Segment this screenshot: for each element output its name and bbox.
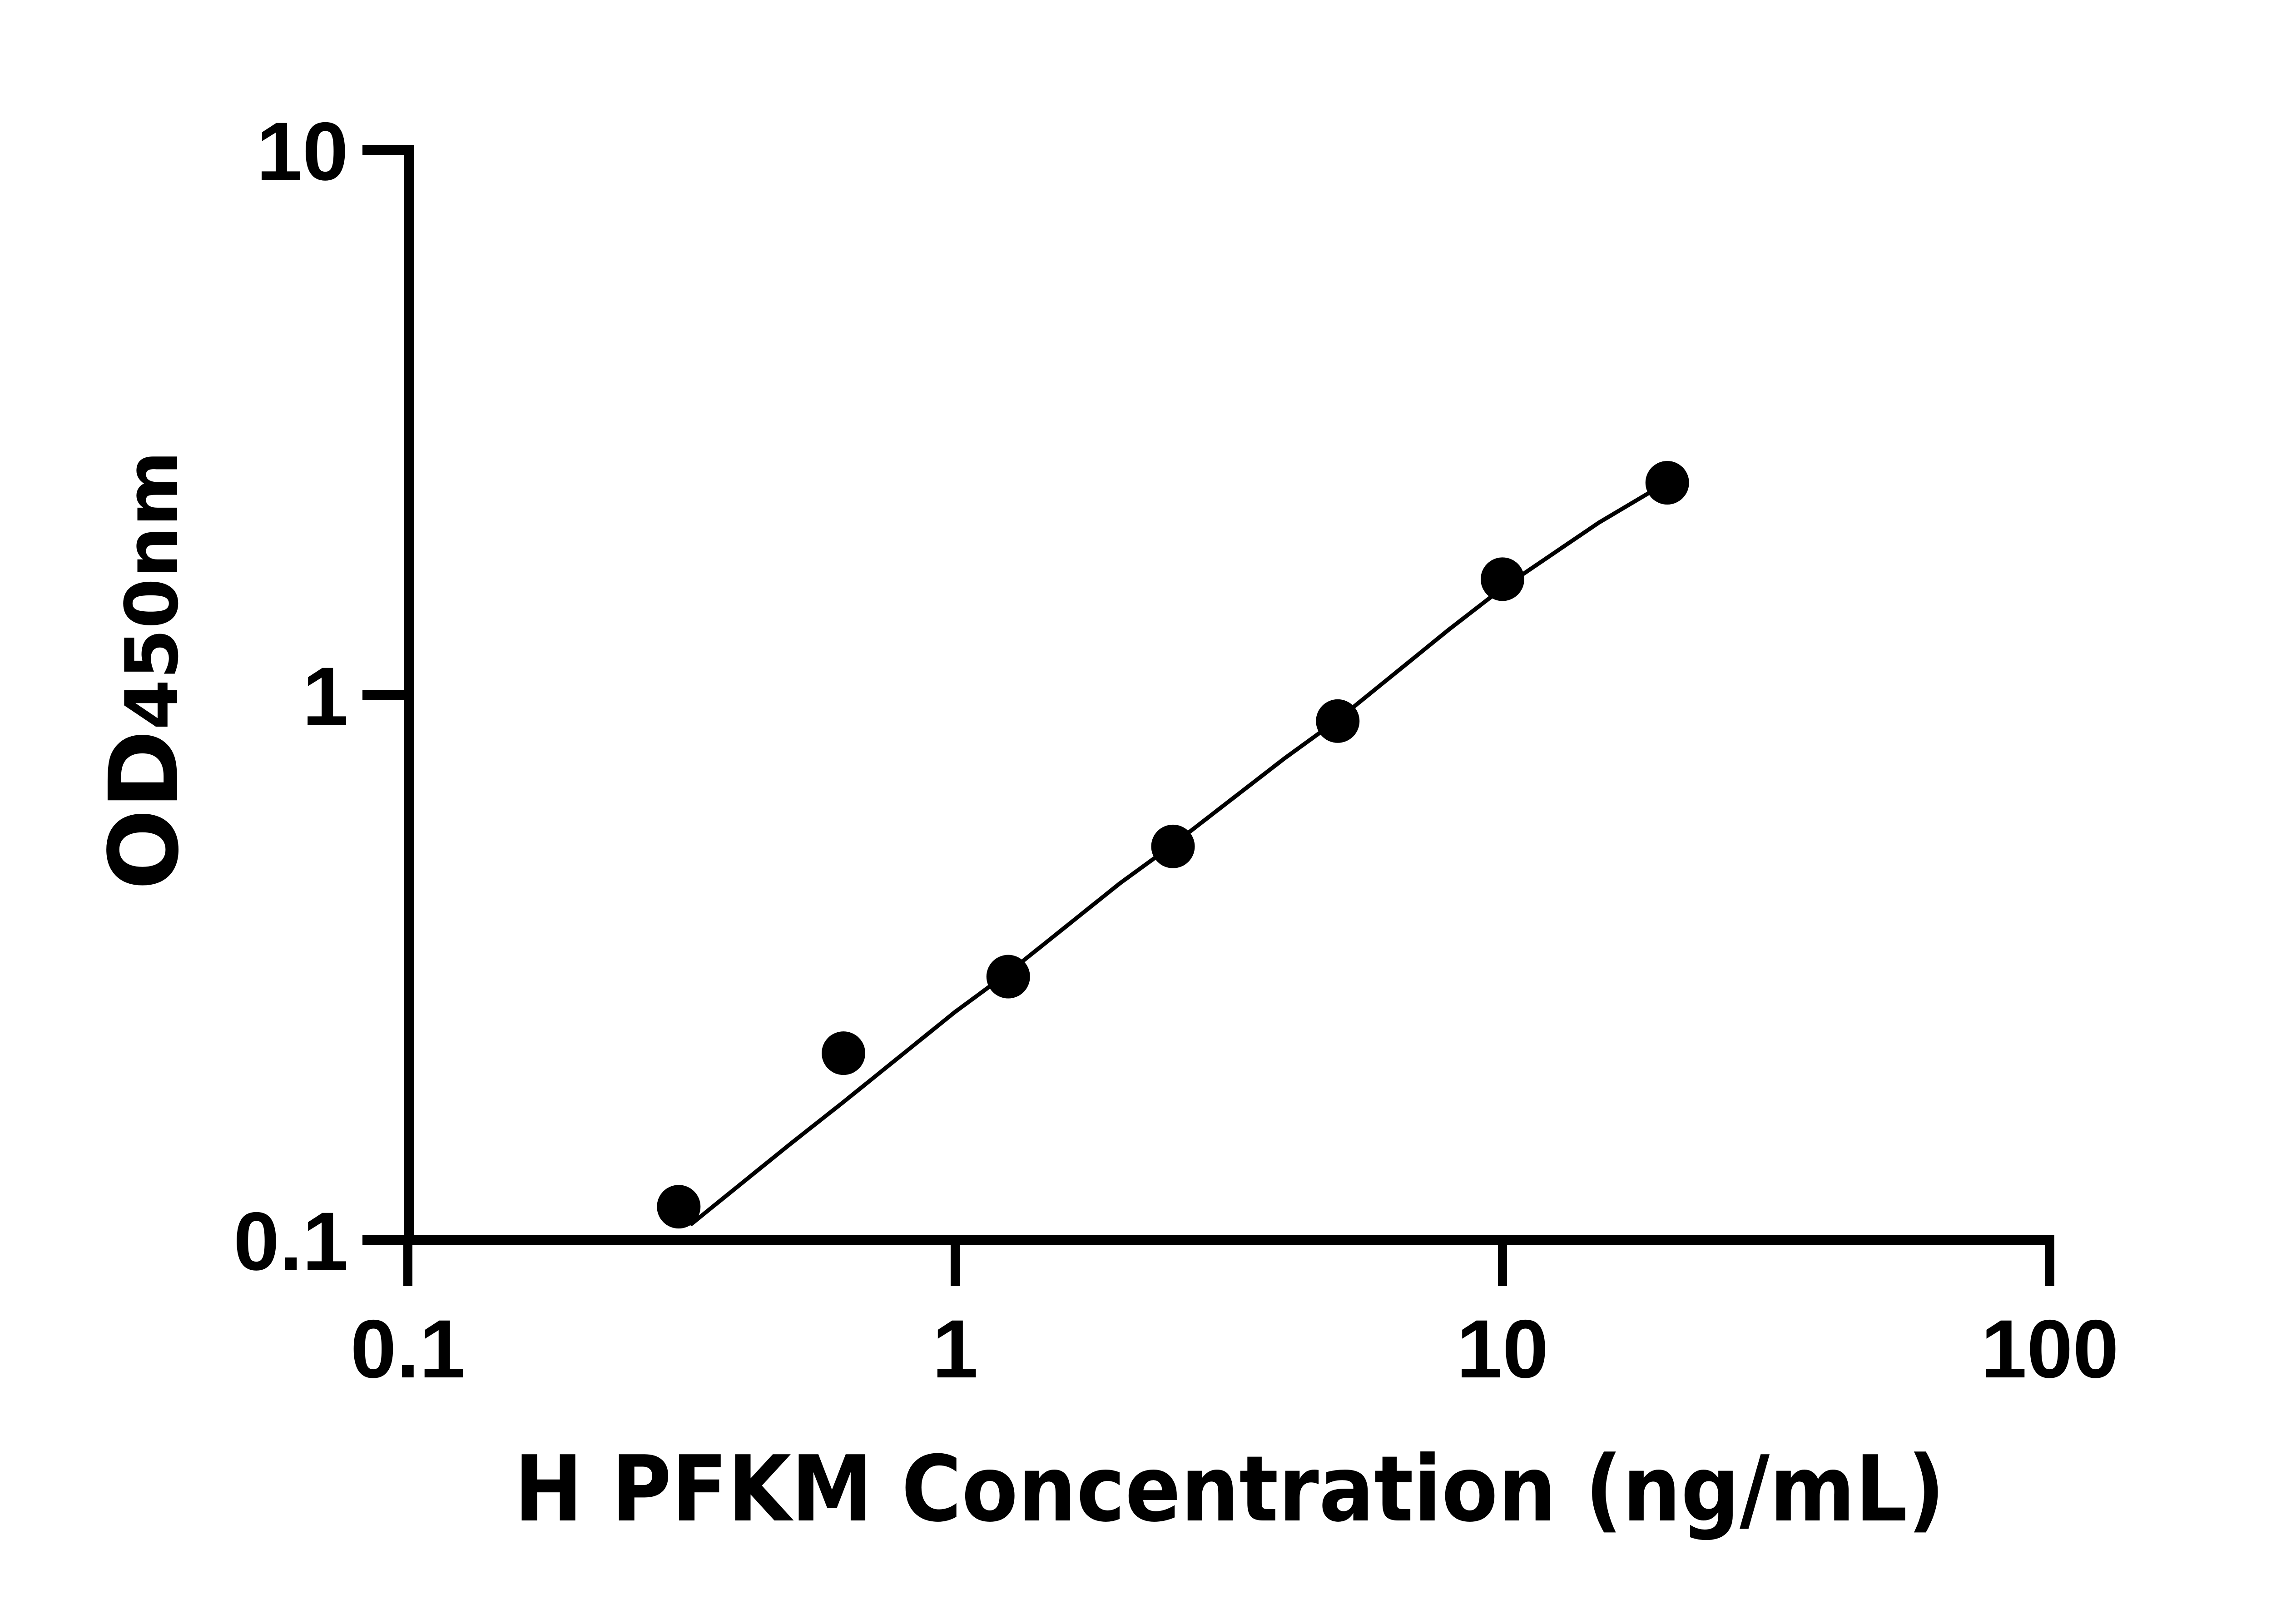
x-tick: 0.1 <box>350 1240 466 1395</box>
data-points <box>657 461 1689 1229</box>
y-tick-label: 10 <box>257 105 348 198</box>
y-tick-label: 1 <box>302 650 348 743</box>
x-tick: 1 <box>932 1240 978 1395</box>
y-axis: 0.1 1 10 <box>233 105 414 1287</box>
x-tick-label: 1 <box>932 1302 978 1395</box>
data-point <box>1481 557 1524 601</box>
data-point <box>822 1031 866 1075</box>
y-axis-title: OD450nm <box>89 451 200 890</box>
y-ticks: 0.1 1 10 <box>233 105 409 1287</box>
plot-area <box>657 461 1689 1229</box>
data-point <box>1645 461 1689 505</box>
y-tick: 10 <box>257 105 409 198</box>
y-tick: 0.1 <box>233 1195 409 1287</box>
x-tick: 10 <box>1457 1240 1548 1395</box>
y-tick: 1 <box>302 650 409 743</box>
x-tick-label: 0.1 <box>350 1302 465 1395</box>
y-axis-title-subscript: 450nm <box>109 451 194 730</box>
data-point <box>1316 699 1360 743</box>
x-ticks: 0.1 1 10 100 <box>350 1240 2119 1395</box>
x-axis: 0.1 1 10 100 <box>350 1235 2119 1395</box>
data-point <box>657 1185 701 1229</box>
x-tick-label: 10 <box>1457 1302 1548 1395</box>
x-tick: 100 <box>1981 1240 2119 1395</box>
y-axis-title-main: OD <box>89 730 200 890</box>
x-axis-title: H PFKM Concentration (ng/mL) <box>514 1436 1945 1542</box>
y-tick-label: 0.1 <box>233 1195 348 1287</box>
x-tick-label: 100 <box>1981 1302 2119 1395</box>
data-point <box>986 955 1030 999</box>
data-point <box>1151 824 1195 868</box>
